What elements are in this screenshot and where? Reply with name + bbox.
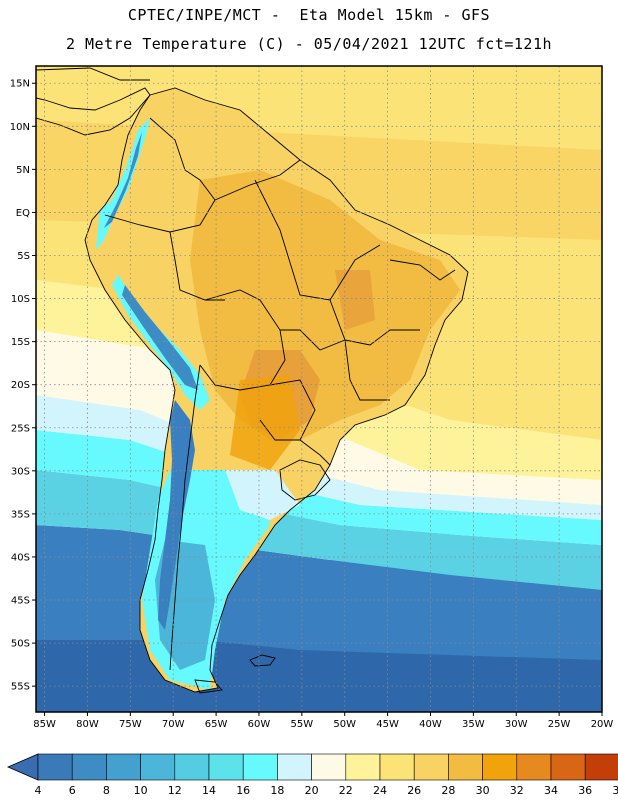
lat-tick-label: 20S (11, 380, 30, 391)
chart-title: CPTEC/INPE/MCT - Eta Model 15km - GFS (127, 6, 491, 24)
lon-tick-label: 80W (76, 719, 99, 730)
lon-tick-label: 50W (333, 719, 356, 730)
colorbar-swatch (106, 753, 141, 781)
andes-south (158, 400, 195, 630)
colorbar-label: 4 (35, 784, 42, 797)
colorbar-swatch (174, 753, 210, 781)
lon-tick-label: 35W (462, 719, 485, 730)
andes-central-core (122, 285, 198, 390)
colorbar-swatch (379, 753, 415, 781)
colorbar-swatch (277, 753, 312, 781)
border-brazil-argentina (299, 439, 331, 466)
brazil-states-2 (329, 299, 420, 346)
colorbar-swatch (345, 753, 381, 781)
colorbar-swatch (71, 753, 107, 781)
longitude-labels: 85W 80W 75W 70W 65W 60W 55W 50W 45W 40W 35W 30W 25W 2… (33, 712, 613, 730)
border-argentina-chile (169, 364, 201, 671)
land-hotspot-chaco (230, 375, 300, 470)
border-venezuela-brazil (214, 159, 301, 201)
colorbar-swatch (242, 753, 278, 781)
colorbar-swatch (140, 753, 176, 781)
lon-tick-label: 20W (591, 719, 614, 730)
colorbar-label: 32 (510, 784, 524, 797)
lat-tick-label: 15N (10, 79, 30, 90)
lon-tick-label: 65W (205, 719, 228, 730)
colorbar-label: 16 (236, 784, 250, 797)
colorbar-swatch (448, 753, 483, 781)
lat-tick-label: 10S (11, 294, 30, 305)
lon-tick-label: 75W (119, 719, 142, 730)
colorbar-label: 10 (134, 784, 148, 797)
colorbar-label: 20 (305, 784, 319, 797)
colorbar-swatch (516, 753, 552, 781)
lon-tick-label: 30W (505, 719, 528, 730)
border-bolivia (199, 289, 286, 391)
lat-tick-label: EQ (16, 208, 30, 219)
colorbar-swatch (413, 753, 449, 781)
colorbar-swatch (37, 753, 73, 781)
colorbar-swatch (311, 753, 347, 781)
brazil-states-1 (254, 179, 381, 301)
lon-tick-label: 55W (291, 719, 314, 730)
map-borders (36, 67, 469, 694)
colorbar-swatch (482, 753, 518, 781)
caribbean-coast (36, 67, 150, 81)
colorbar-low-arrow (6, 753, 39, 781)
lon-tick-label: 60W (248, 719, 271, 730)
colorbar-label: 24 (373, 784, 387, 797)
lat-tick-label: 50S (11, 639, 30, 650)
chart-subtitle: 2 Metre Temperature (C) - 05/04/2021 12U… (65, 35, 553, 53)
lat-tick-label: 40S (11, 552, 30, 563)
brazil-states-5 (389, 259, 456, 281)
lat-tick-label: 25S (11, 423, 30, 434)
colorbar-label: 6 (69, 784, 76, 797)
colorbar-label: 14 (202, 784, 216, 797)
colorbar-label: 8 (103, 784, 110, 797)
colorbar-swatch (584, 753, 618, 781)
lat-tick-label: 5S (17, 251, 30, 262)
colorbar-label: 36 (578, 784, 592, 797)
border-uruguay (279, 459, 331, 501)
lat-tick-label: 35S (11, 509, 30, 520)
colorbar-label: 18 (270, 784, 284, 797)
map-frame (35, 65, 603, 713)
lon-tick-label: 85W (33, 719, 56, 730)
continent-coastline (84, 87, 469, 693)
lat-tick-label: 45S (11, 596, 30, 607)
colorbar-swatch (208, 753, 244, 781)
colorbar-label: 30 (476, 784, 490, 797)
colorbar: 4 6 8 10 12 14 16 18 20 22 24 26 28 30 32 34 36 38 (6, 753, 618, 797)
colorbar-label: 12 (168, 784, 182, 797)
brazil-states-4 (280, 329, 346, 351)
brazil-states-3 (344, 339, 390, 401)
lon-tick-label: 25W (548, 719, 571, 730)
colorbar-label: 34 (544, 784, 558, 797)
lon-tick-label: 70W (162, 719, 185, 730)
lat-tick-label: 5N (16, 165, 30, 176)
lat-tick-label: 10N (10, 122, 30, 133)
colorbar-label: 22 (339, 784, 353, 797)
lat-tick-label: 30S (11, 466, 30, 477)
lat-tick-label: 55S (11, 682, 30, 693)
latitude-labels: 15N 10N 5N EQ 5S 10S 15S 20S 25S 30S 35S 40S 45S 50S 5… (10, 79, 36, 693)
lat-tick-label: 15S (11, 337, 30, 348)
falklands (249, 654, 276, 667)
colorbar-label: 26 (407, 784, 421, 797)
border-colombia-venezuela (149, 117, 216, 201)
border-paraguay (259, 379, 316, 441)
colorbar-label: 38 (612, 784, 618, 797)
tierra-del-fuego (194, 679, 223, 694)
lon-tick-label: 40W (419, 719, 442, 730)
colorbar-label: 28 (441, 784, 455, 797)
colorbar-swatch (550, 753, 586, 781)
temperature-field (36, 66, 602, 712)
central-america-coast (36, 87, 151, 136)
lon-tick-label: 45W (376, 719, 399, 730)
